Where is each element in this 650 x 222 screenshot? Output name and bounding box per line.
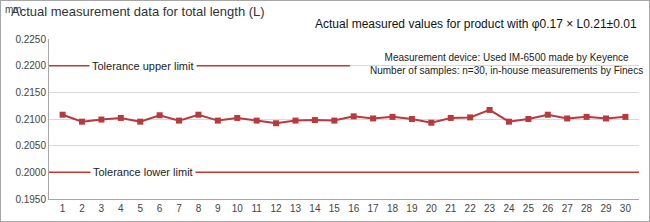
svg-text:23: 23: [484, 203, 496, 214]
svg-text:0.2050: 0.2050: [15, 140, 46, 151]
svg-text:mm: mm: [5, 4, 22, 15]
svg-text:4: 4: [118, 203, 124, 214]
svg-text:29: 29: [600, 203, 612, 214]
svg-text:22: 22: [465, 203, 477, 214]
svg-text:18: 18: [387, 203, 399, 214]
svg-text:19: 19: [406, 203, 418, 214]
svg-text:14: 14: [309, 203, 321, 214]
svg-text:15: 15: [329, 203, 341, 214]
svg-text:11: 11: [251, 203, 262, 214]
svg-text:21: 21: [445, 203, 457, 214]
svg-text:0.2100: 0.2100: [15, 114, 46, 125]
svg-text:7: 7: [176, 203, 182, 214]
svg-text:16: 16: [348, 203, 360, 214]
svg-text:0.1950: 0.1950: [15, 194, 46, 205]
svg-text:8: 8: [196, 203, 202, 214]
svg-text:0.2150: 0.2150: [15, 87, 46, 98]
svg-text:1: 1: [60, 203, 66, 214]
svg-text:Actual measurement data for to: Actual measurement data for total length…: [11, 4, 265, 19]
svg-text:28: 28: [581, 203, 593, 214]
svg-text:10: 10: [232, 203, 244, 214]
svg-text:Actual measured values for pro: Actual measured values for product with …: [315, 17, 637, 31]
svg-text:5: 5: [137, 203, 143, 214]
svg-text:0.2250: 0.2250: [15, 34, 46, 45]
svg-text:9: 9: [215, 203, 221, 214]
svg-text:24: 24: [503, 203, 515, 214]
svg-text:25: 25: [523, 203, 535, 214]
svg-text:Measurement device: Used IM-65: Measurement device: Used IM-6500 made by…: [370, 52, 643, 76]
svg-text:2: 2: [79, 203, 85, 214]
svg-text:20: 20: [426, 203, 438, 214]
svg-text:13: 13: [290, 203, 302, 214]
svg-text:26: 26: [542, 203, 554, 214]
svg-text:12: 12: [271, 203, 283, 214]
svg-text:6: 6: [157, 203, 163, 214]
svg-text:27: 27: [562, 203, 574, 214]
svg-text:Tolerance upper limit: Tolerance upper limit: [92, 60, 194, 72]
svg-text:0.2200: 0.2200: [15, 60, 46, 71]
svg-text:3: 3: [99, 203, 105, 214]
svg-text:17: 17: [368, 203, 380, 214]
svg-text:Tolerance lower limit: Tolerance lower limit: [93, 166, 193, 178]
svg-text:0.2000: 0.2000: [15, 167, 46, 178]
svg-text:30: 30: [620, 203, 632, 214]
